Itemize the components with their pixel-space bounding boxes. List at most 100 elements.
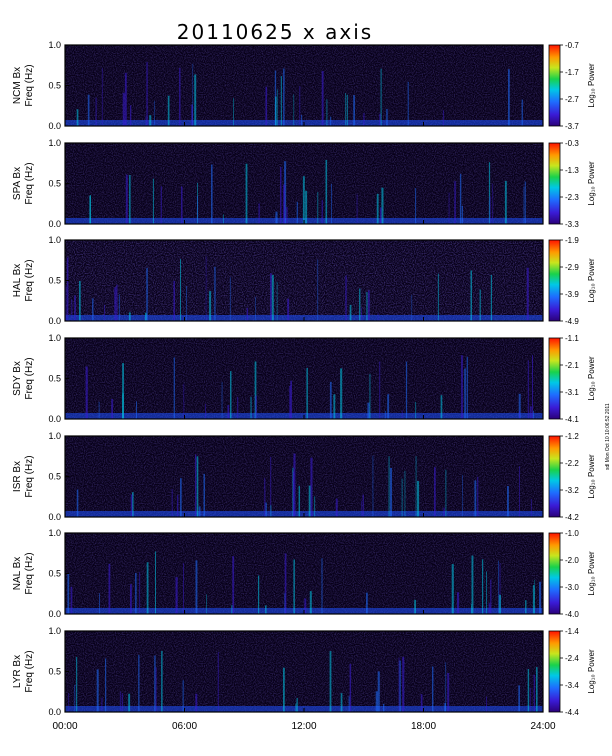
burst-streak	[524, 181, 526, 224]
burst-streak	[379, 207, 382, 224]
burst-streak	[175, 577, 178, 614]
burst-streak	[461, 355, 463, 419]
burst-streak	[366, 292, 368, 321]
burst-streak	[217, 652, 219, 712]
spectral-texture	[65, 533, 543, 614]
burst-streak	[139, 572, 141, 614]
burst-streak	[76, 656, 78, 712]
x-tick-label: 00:00	[52, 721, 77, 732]
burst-streak	[195, 454, 197, 517]
burst-streak	[345, 275, 347, 321]
panel-ylabel-freq: Freq (Hz)	[24, 162, 35, 204]
panel-nal: 0.0 0.5 1.0 NAL Bx Freq (Hz) -1.0 -2.0 -3.0 -4.0…	[12, 528, 596, 619]
burst-streak	[206, 594, 207, 614]
y-tick-label: 0.5	[48, 276, 61, 286]
burst-streak	[254, 361, 257, 419]
burst-streak	[180, 478, 182, 517]
burst-streak	[305, 190, 308, 224]
burst-streak	[508, 69, 510, 126]
burst-streak	[71, 299, 73, 321]
colorbar	[548, 630, 561, 713]
burst-streak	[195, 560, 198, 614]
burst-streak	[369, 373, 371, 419]
burst-streak	[198, 506, 201, 517]
burst-streak	[488, 162, 491, 224]
burst-streak	[380, 68, 382, 126]
colorbar-label: Log₁₀ Power	[587, 454, 596, 499]
burst-streak	[171, 489, 173, 517]
burst-streak	[331, 183, 332, 224]
burst-streak	[533, 410, 534, 419]
burst-streak	[283, 667, 285, 712]
burst-streak	[155, 667, 157, 712]
burst-streak	[65, 285, 67, 321]
burst-streak	[161, 650, 163, 712]
colorbar-tick-label: -4.1	[565, 415, 579, 424]
colorbar-tick-label: -2.3	[565, 193, 579, 202]
burst-streak	[255, 296, 256, 321]
burst-streak	[447, 673, 450, 712]
burst-streak	[345, 93, 346, 126]
burst-streak	[276, 89, 278, 126]
burst-streak	[146, 62, 148, 126]
y-tick-label: 0.0	[48, 707, 61, 717]
burst-streak	[67, 573, 70, 614]
burst-streak	[129, 175, 131, 224]
burst-streak	[108, 563, 111, 614]
burst-streak	[470, 270, 472, 321]
burst-streak	[125, 174, 128, 224]
burst-streak	[479, 289, 481, 321]
burst-streak	[179, 67, 181, 126]
burst-streak	[301, 115, 303, 126]
burst-streak	[346, 94, 348, 126]
burst-streak	[116, 284, 118, 321]
burst-streak	[205, 256, 207, 321]
burst-streak	[195, 693, 198, 712]
burst-streak	[415, 401, 417, 419]
colorbar-tick-label: -3.4	[565, 681, 579, 690]
burst-streak	[333, 394, 336, 419]
burst-streak	[432, 666, 434, 712]
burst-streak	[401, 478, 403, 517]
burst-streak	[122, 393, 124, 419]
burst-streak	[177, 495, 179, 517]
burst-streak	[221, 382, 223, 419]
burst-streak	[353, 95, 355, 126]
burst-streak	[308, 485, 311, 517]
burst-streak	[526, 267, 529, 321]
burst-streak	[405, 361, 408, 419]
burst-streak	[258, 575, 260, 614]
burst-streak	[321, 70, 324, 126]
burst-streak	[361, 500, 362, 517]
colorbar-tick-label: -2.4	[565, 654, 579, 663]
colorbar-label: Log₁₀ Power	[587, 63, 596, 108]
colorbar	[548, 142, 561, 225]
burst-streak	[299, 86, 301, 126]
burst-streak	[149, 115, 152, 126]
burst-streak	[444, 703, 446, 712]
burst-streak	[527, 669, 530, 712]
burst-streak	[211, 164, 213, 224]
burst-streak	[132, 492, 134, 517]
burst-streak	[379, 113, 381, 126]
burst-streak	[530, 498, 532, 517]
burst-streak	[525, 600, 527, 614]
burst-streak	[92, 298, 94, 321]
burst-streak	[214, 266, 216, 321]
burst-streak	[387, 394, 390, 419]
burst-streak	[398, 657, 400, 712]
burst-streak	[492, 183, 494, 224]
burst-streak	[490, 579, 492, 614]
burst-streak	[130, 105, 132, 126]
colorbar-tick-label: -1.0	[565, 529, 579, 538]
burst-streak	[197, 182, 198, 224]
burst-streak	[306, 368, 308, 419]
burst-streak	[321, 200, 323, 224]
colorbar	[548, 337, 561, 420]
burst-streak	[474, 480, 477, 517]
colorbar-tick-label: -1.3	[565, 166, 579, 175]
panel-ylabel-freq: Freq (Hz)	[24, 259, 35, 301]
burst-streak	[154, 655, 156, 712]
burst-streak	[519, 410, 521, 419]
